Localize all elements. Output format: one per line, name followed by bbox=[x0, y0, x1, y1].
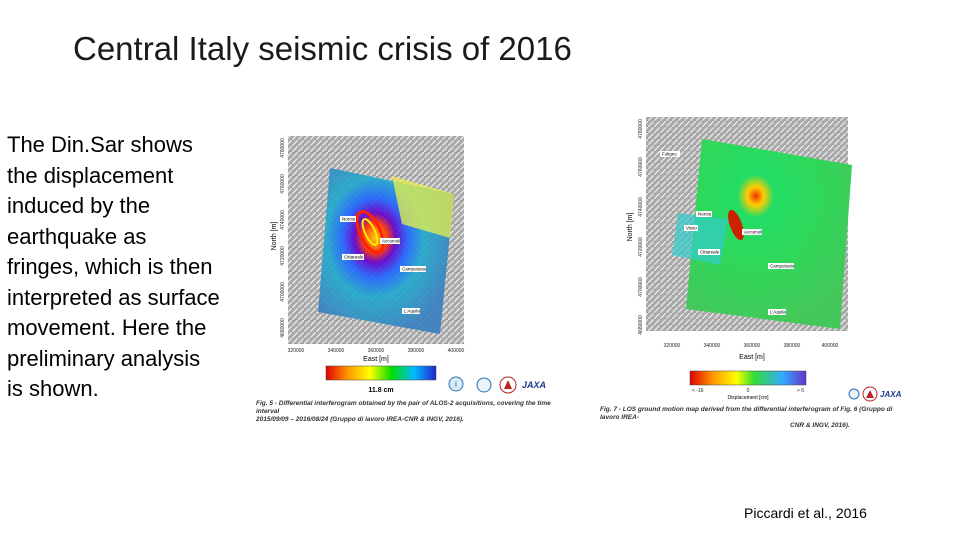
x-tick: 320000 bbox=[664, 343, 681, 349]
place-label: L'Aquila bbox=[770, 310, 786, 315]
slide-body-text: The Din.Sar shows the displacement induc… bbox=[7, 132, 220, 401]
colorbar-label: 11.8 cm bbox=[368, 387, 393, 394]
y-tick: 4780000 bbox=[638, 119, 644, 139]
y-tick: 4680000 bbox=[280, 318, 286, 338]
place-label: Visso bbox=[686, 226, 697, 231]
place-label: Norcia bbox=[698, 212, 712, 217]
y-tick: 4720000 bbox=[280, 246, 286, 266]
y-tick: 4760000 bbox=[638, 157, 644, 177]
colorbar bbox=[325, 365, 437, 381]
los-swath bbox=[686, 139, 852, 329]
x-tick: 340000 bbox=[328, 348, 345, 354]
figure-caption-left: Fig. 5 - Differential interferogram obta… bbox=[256, 400, 551, 423]
y-tick: 4720000 bbox=[638, 237, 644, 257]
place-label: Campotosto bbox=[770, 264, 795, 269]
y-tick: 4700000 bbox=[280, 282, 286, 302]
y-axis-label: North [m] bbox=[271, 222, 278, 251]
x-tick: 380000 bbox=[784, 343, 801, 349]
x-tick: 400000 bbox=[822, 343, 839, 349]
los-displacement-figure: North [m] 4780000 4760000 4740000 472000… bbox=[618, 115, 858, 403]
colorbar bbox=[689, 370, 807, 386]
y-tick: 4740000 bbox=[638, 197, 644, 217]
interferogram-figure: North [m] 4780000 4760000 4740000 472000… bbox=[262, 128, 474, 400]
x-tick: 360000 bbox=[368, 348, 385, 354]
svg-text:i: i bbox=[455, 382, 457, 389]
colorbar-mid: 0 bbox=[747, 388, 750, 394]
place-label: Accumoli bbox=[744, 230, 762, 235]
y-tick: 4700000 bbox=[638, 277, 644, 297]
y-tick: 4680000 bbox=[638, 315, 644, 335]
x-axis-label: East [m] bbox=[739, 354, 765, 361]
citation: Piccardi et al., 2016 bbox=[744, 505, 867, 521]
x-tick: 360000 bbox=[744, 343, 761, 349]
x-tick: 320000 bbox=[288, 348, 305, 354]
svg-text:JAXA: JAXA bbox=[522, 380, 546, 390]
x-tick: 380000 bbox=[408, 348, 425, 354]
y-tick: 4740000 bbox=[280, 210, 286, 230]
y-axis-label: North [m] bbox=[627, 213, 634, 242]
place-label: Foligno bbox=[662, 152, 677, 157]
y-tick: 4760000 bbox=[280, 174, 286, 194]
place-label: Cittareale bbox=[700, 250, 720, 255]
place-label: L'Aquila bbox=[404, 309, 420, 314]
x-axis-label: East [m] bbox=[363, 356, 389, 363]
svg-text:JAXA: JAXA bbox=[880, 390, 902, 399]
place-label: Cittareale bbox=[344, 255, 364, 260]
y-tick: 4780000 bbox=[280, 138, 286, 158]
jaxa-logo-right: JAXA bbox=[848, 383, 908, 405]
place-label: Campotosto bbox=[402, 267, 427, 272]
place-label: Accumoli bbox=[382, 239, 400, 244]
x-tick: 400000 bbox=[448, 348, 465, 354]
colorbar-max: > 6 bbox=[797, 388, 804, 394]
colorbar-label: Displacement [cm] bbox=[727, 395, 769, 401]
slide-title: Central Italy seismic crisis of 2016 bbox=[73, 30, 572, 67]
colorbar-min: < -16 bbox=[692, 388, 704, 394]
figure-caption-right: Fig. 7 - LOS ground motion map derived f… bbox=[600, 406, 893, 429]
x-tick: 340000 bbox=[704, 343, 721, 349]
jaxa-logo-left: JAXA bbox=[476, 374, 566, 396]
place-label: Norcia bbox=[342, 217, 356, 222]
